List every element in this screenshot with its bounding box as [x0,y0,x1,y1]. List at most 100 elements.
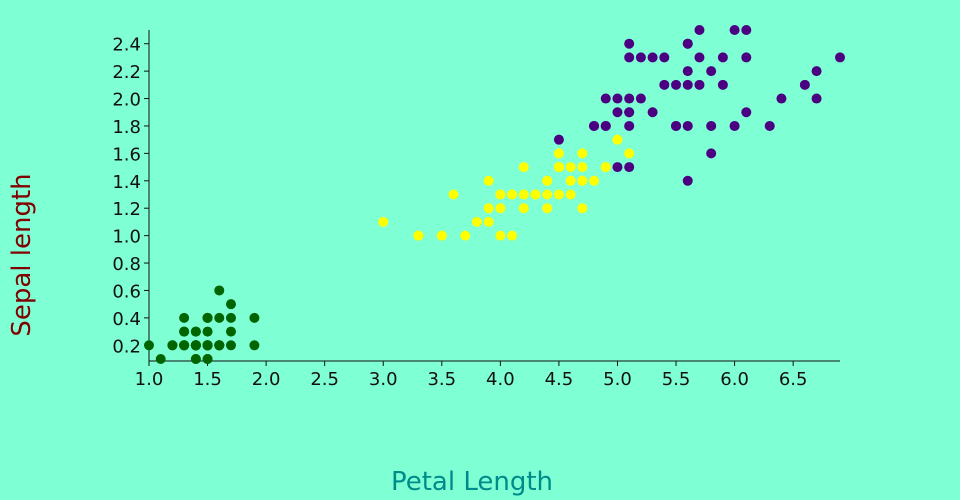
point [729,120,740,131]
point [624,107,635,118]
x-tick-label: 6.0 [720,369,749,390]
point [495,230,506,241]
point [635,52,646,63]
point [190,326,201,337]
x-tick-label: 4.5 [545,369,574,390]
point [249,312,260,323]
point [436,230,447,241]
point [706,66,717,77]
point [612,162,623,173]
point [495,203,506,214]
point [530,189,541,200]
point [600,120,611,131]
point [553,134,564,145]
point [225,312,236,323]
point [518,189,529,200]
point [682,38,693,49]
x-tick-label: 3.0 [369,369,398,390]
y-tick-label: 0.8 [112,254,141,275]
point [835,52,845,63]
point [507,230,518,241]
point [764,120,775,131]
y-tick-label: 1.2 [112,199,141,220]
point [577,175,588,186]
point [507,189,518,200]
point [190,340,201,351]
y-axis-label: Sepal length [7,173,37,336]
x-tick-label: 1.0 [135,369,164,390]
point [624,148,635,159]
point [577,203,588,214]
point [659,79,670,90]
point [553,148,564,159]
point [460,230,471,241]
point [144,340,154,351]
point [624,38,635,49]
point [413,230,424,241]
point [647,52,658,63]
point [225,340,236,351]
point [202,340,213,351]
point [589,175,600,186]
y-tick-label: 2.0 [112,90,141,111]
point [179,312,190,323]
point [542,189,553,200]
x-tick-label: 2.5 [310,369,339,390]
point [776,93,787,104]
point [717,79,728,90]
x-tick-label: 6.5 [779,369,808,390]
point [682,120,693,131]
point [694,79,705,90]
y-tick-label: 0.6 [112,281,141,302]
point [811,66,822,77]
point [483,216,494,227]
point [682,79,693,90]
point [155,354,166,364]
point [518,162,529,173]
point [741,107,752,118]
point [624,120,635,131]
point [214,285,225,296]
y-tick-label: 2.2 [112,62,141,83]
point [600,93,611,104]
point [378,216,389,227]
point [553,189,564,200]
point [202,312,213,323]
point [706,148,717,159]
point [542,203,553,214]
point [565,189,576,200]
point [202,354,213,364]
y-tick-label: 2.4 [112,35,141,56]
x-tick-label: 4.0 [486,369,515,390]
point [635,93,646,104]
point [214,340,225,351]
point [483,203,494,214]
point [659,52,670,63]
point [518,203,529,214]
point [202,326,213,337]
point [565,175,576,186]
point [565,162,576,173]
point [682,175,693,186]
y-tick-label: 1.0 [112,227,141,248]
point [179,326,190,337]
y-tick-label: 1.6 [112,144,141,165]
point [225,299,236,310]
point [729,25,740,35]
point [624,52,635,63]
y-tick-label: 1.8 [112,117,141,138]
point [612,93,623,104]
y-tick-label: 1.4 [112,172,141,193]
point [741,25,752,35]
point [214,312,225,323]
x-tick-label: 5.0 [603,369,632,390]
x-tick-label: 3.5 [427,369,456,390]
point [542,175,553,186]
point [249,340,260,351]
x-tick-label: 1.5 [193,369,222,390]
point [799,79,810,90]
y-tick-label: 0.2 [112,336,141,357]
